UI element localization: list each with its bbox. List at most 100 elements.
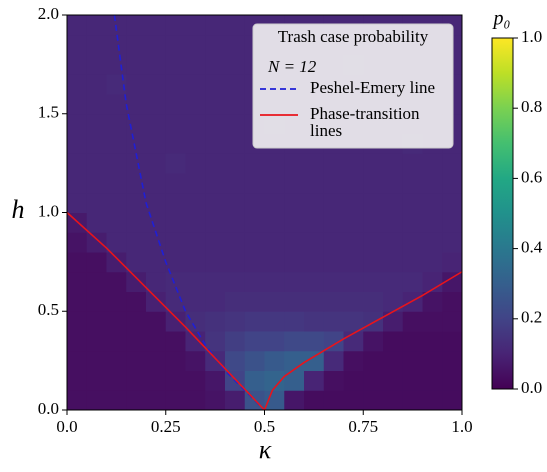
heatmap-cell xyxy=(205,271,226,292)
heatmap-cell xyxy=(86,113,107,134)
heatmap-cell xyxy=(304,271,325,292)
heatmap-cell xyxy=(422,232,443,253)
heatmap-cell xyxy=(126,133,147,154)
heatmap-cell xyxy=(442,271,463,292)
heatmap-cell xyxy=(185,192,206,213)
heatmap-cell xyxy=(205,173,226,194)
colorbar-tick-label: 0.8 xyxy=(521,97,542,116)
heatmap-cell xyxy=(165,311,186,332)
heatmap-cell xyxy=(86,74,107,95)
heatmap-cell xyxy=(383,232,404,253)
heatmap-cell xyxy=(146,192,167,213)
heatmap-cell xyxy=(146,370,167,391)
heatmap-cell xyxy=(185,232,206,253)
heatmap-cell xyxy=(205,311,226,332)
heatmap-cell xyxy=(205,291,226,312)
heatmap-cell xyxy=(284,331,305,352)
heatmap-cell xyxy=(284,192,305,213)
heatmap-cell xyxy=(402,311,423,332)
heatmap-cell xyxy=(284,370,305,391)
x-tick-label: 0.75 xyxy=(348,417,378,436)
heatmap-cell xyxy=(442,390,463,411)
heatmap-cell xyxy=(284,291,305,312)
heatmap-cell xyxy=(225,192,246,213)
legend-label: Peshel-Emery line xyxy=(310,78,435,97)
x-tick-label: 0.25 xyxy=(151,417,181,436)
heatmap-cell xyxy=(165,133,186,154)
heatmap-cell xyxy=(284,390,305,411)
heatmap-cell xyxy=(244,153,265,174)
heatmap-cell xyxy=(126,153,147,174)
heatmap-cell xyxy=(422,291,443,312)
heatmap-cell xyxy=(225,54,246,75)
heatmap-cell xyxy=(165,370,186,391)
heatmap-cell xyxy=(383,390,404,411)
heatmap-cell xyxy=(205,212,226,233)
heatmap-cell xyxy=(146,232,167,253)
heatmap-cell xyxy=(86,271,107,292)
heatmap-cell xyxy=(165,153,186,174)
heatmap-cell xyxy=(126,331,147,352)
legend-box xyxy=(252,23,454,149)
heatmap-cell xyxy=(244,311,265,332)
heatmap-cell xyxy=(363,212,384,233)
heatmap-cell xyxy=(146,331,167,352)
heatmap-cell xyxy=(106,74,127,95)
heatmap-cell xyxy=(402,192,423,213)
heatmap-cell xyxy=(225,350,246,371)
heatmap-cell xyxy=(146,252,167,273)
heatmap-cell xyxy=(284,271,305,292)
heatmap-cell xyxy=(67,94,88,115)
heatmap-cell xyxy=(343,350,364,371)
heatmap-cell xyxy=(225,331,246,352)
heatmap-cell xyxy=(244,271,265,292)
heatmap-cell xyxy=(185,34,206,55)
x-tick-label: 1.0 xyxy=(451,417,472,436)
heatmap-cell xyxy=(165,350,186,371)
heatmap-cell xyxy=(86,54,107,75)
heatmap-cell xyxy=(106,34,127,55)
legend-label: Phase-transition lines xyxy=(310,104,420,140)
heatmap-cell xyxy=(146,311,167,332)
heatmap-cell xyxy=(67,153,88,174)
heatmap-cell xyxy=(402,390,423,411)
heatmap-cell xyxy=(323,271,344,292)
heatmap-cell xyxy=(106,113,127,134)
heatmap-cell xyxy=(343,173,364,194)
heatmap-cell xyxy=(323,192,344,213)
heatmap-cell xyxy=(383,271,404,292)
heatmap-cell xyxy=(106,173,127,194)
heatmap-cell xyxy=(383,331,404,352)
heatmap-cell xyxy=(264,153,285,174)
heatmap-cell xyxy=(323,173,344,194)
heatmap-cell xyxy=(146,15,167,36)
heatmap-cell xyxy=(244,291,265,312)
heatmap-cell xyxy=(304,390,325,411)
heatmap-cell xyxy=(363,370,384,391)
heatmap-cell xyxy=(146,212,167,233)
heatmap-cell xyxy=(402,331,423,352)
heatmap-cell xyxy=(185,74,206,95)
heatmap-cell xyxy=(86,153,107,174)
heatmap-cell xyxy=(225,94,246,115)
heatmap-cell xyxy=(264,232,285,253)
heatmap-cell xyxy=(126,390,147,411)
heatmap-cell xyxy=(323,232,344,253)
heatmap-cell xyxy=(284,153,305,174)
heatmap-cell xyxy=(402,252,423,273)
heatmap-cell xyxy=(225,271,246,292)
heatmap-cell xyxy=(165,94,186,115)
heatmap-cell xyxy=(67,34,88,55)
heatmap-cell xyxy=(402,173,423,194)
heatmap-cell xyxy=(363,252,384,273)
heatmap-cell xyxy=(244,370,265,391)
heatmap-cell xyxy=(67,15,88,36)
heatmap-cell xyxy=(146,133,167,154)
heatmap-cell xyxy=(165,113,186,134)
heatmap-cell xyxy=(402,370,423,391)
heatmap-cell xyxy=(323,311,344,332)
heatmap-cell xyxy=(304,331,325,352)
heatmap-cell xyxy=(363,271,384,292)
heatmap-cell xyxy=(383,252,404,273)
